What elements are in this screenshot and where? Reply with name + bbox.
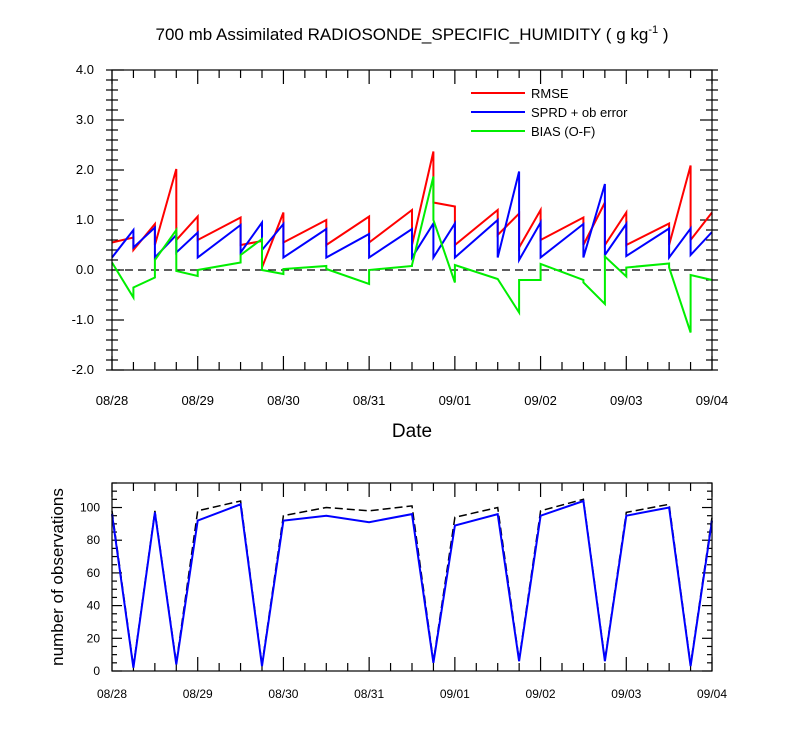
series-line-observations-available xyxy=(111,498,713,667)
bottom-plot-frame xyxy=(111,482,713,672)
x-tick-label: 08/29 xyxy=(183,687,213,701)
chart-title: 700 mb Assimilated RADIOSONDE_SPECIFIC_H… xyxy=(156,24,669,44)
x-tick-label: 08/28 xyxy=(97,687,127,701)
y-tick-label: -2.0 xyxy=(72,362,94,377)
x-tick-label: 08/30 xyxy=(267,393,300,408)
x-tick-label: 09/03 xyxy=(611,687,641,701)
y-tick-label: 0 xyxy=(93,664,100,678)
x-axis-label: Date xyxy=(392,421,432,442)
series-line-sprd-ob-error xyxy=(111,171,713,264)
x-tick-label: 09/02 xyxy=(524,393,557,408)
x-tick-label: 08/31 xyxy=(354,687,384,701)
x-tick-label: 09/04 xyxy=(697,687,727,701)
top-panel: -2.0 -1.0 0.0 1.0 2.0 3.0 4.0 08/28 08/29 08/30 0… xyxy=(72,62,729,442)
series-line-rmse xyxy=(111,151,713,268)
y-tick-label: 0.0 xyxy=(76,262,94,277)
legend: RMSE SPRD + ob error BIAS (O-F) xyxy=(471,86,628,139)
series-line-observations-assimilated xyxy=(111,499,713,668)
y-tick-label: 100 xyxy=(80,501,100,515)
y-tick-label: 20 xyxy=(87,631,101,645)
x-tick-label: 09/04 xyxy=(696,393,729,408)
title-superscript: -1 xyxy=(648,24,658,36)
y-tick-label: 2.0 xyxy=(76,162,94,177)
y-tick-label: -1.0 xyxy=(72,312,94,327)
title-main: 700 mb Assimilated RADIOSONDE_SPECIFIC_H… xyxy=(156,25,649,44)
x-tick-label: 09/01 xyxy=(439,393,472,408)
bottom-panel: 0 20 40 60 80 100 08/28 08/29 08/30 08/31 09/01 09… xyxy=(48,482,727,701)
x-tick-label: 08/28 xyxy=(96,393,129,408)
bottom-axis-ticks xyxy=(111,482,713,672)
x-tick-label: 08/29 xyxy=(181,393,214,408)
y-tick-label: 1.0 xyxy=(76,212,94,227)
y-tick-label: 40 xyxy=(87,599,101,613)
y-tick-label: 4.0 xyxy=(76,62,94,77)
legend-label: RMSE xyxy=(531,86,569,101)
x-tick-label: 09/01 xyxy=(440,687,470,701)
top-plot-frame xyxy=(111,69,713,371)
y-tick-label: 80 xyxy=(87,533,101,547)
x-tick-label: 09/03 xyxy=(610,393,643,408)
title-suffix: ) xyxy=(658,25,668,44)
y-tick-label: 60 xyxy=(87,566,101,580)
legend-label: SPRD + ob error xyxy=(531,105,628,120)
y-tick-label: 3.0 xyxy=(76,112,94,127)
x-tick-label: 08/31 xyxy=(353,393,386,408)
x-tick-label: 09/02 xyxy=(526,687,556,701)
bottom-y-axis-label: number of observations xyxy=(48,488,67,666)
legend-label: BIAS (O-F) xyxy=(531,124,595,139)
x-tick-label: 08/30 xyxy=(268,687,298,701)
